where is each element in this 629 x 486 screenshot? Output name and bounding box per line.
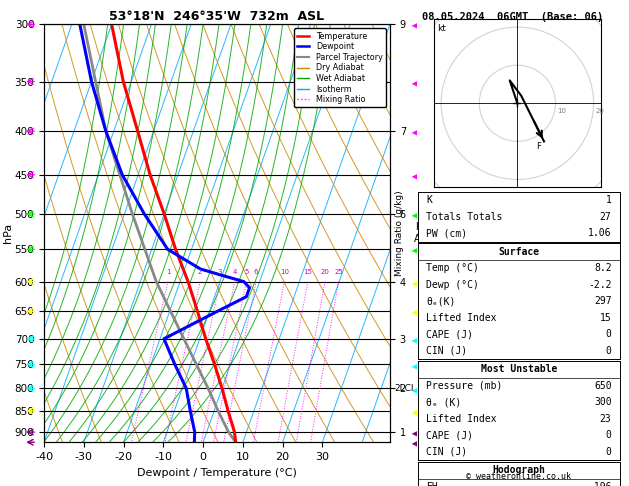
Text: 1: 1 (606, 195, 611, 205)
Text: CAPE (J): CAPE (J) (426, 330, 474, 339)
Text: θₑ(K): θₑ(K) (426, 296, 456, 306)
Text: 15: 15 (600, 313, 611, 323)
Text: Mixing Ratio (g/kg): Mixing Ratio (g/kg) (395, 191, 404, 276)
Text: 0: 0 (606, 431, 611, 440)
Text: ▶: ▶ (411, 439, 416, 445)
Text: Totals Totals: Totals Totals (426, 212, 503, 222)
Text: ▶: ▶ (411, 336, 416, 342)
Text: 1: 1 (165, 269, 170, 275)
Y-axis label: hPa: hPa (3, 223, 13, 243)
Text: 0: 0 (606, 330, 611, 339)
Text: Dewp (°C): Dewp (°C) (426, 280, 479, 290)
X-axis label: Dewpoint / Temperature (°C): Dewpoint / Temperature (°C) (137, 468, 297, 478)
Text: ▶: ▶ (411, 21, 416, 27)
Text: 1.06: 1.06 (588, 228, 611, 238)
Text: 297: 297 (594, 296, 611, 306)
Text: Temp (°C): Temp (°C) (426, 263, 479, 273)
Text: θₑ (K): θₑ (K) (426, 398, 462, 407)
Text: ▶: ▶ (411, 246, 416, 252)
Text: 10: 10 (280, 269, 289, 275)
Text: PW (cm): PW (cm) (426, 228, 467, 238)
Text: 650: 650 (594, 381, 611, 391)
Text: ▶: ▶ (411, 278, 416, 285)
Text: ▶: ▶ (411, 308, 416, 314)
Text: 2LCL: 2LCL (394, 384, 416, 393)
Text: ▶: ▶ (411, 172, 416, 178)
Text: ▶: ▶ (411, 211, 416, 217)
Text: 5: 5 (244, 269, 248, 275)
Text: 2: 2 (198, 269, 203, 275)
Text: ▶: ▶ (411, 429, 416, 435)
Text: CIN (J): CIN (J) (426, 346, 467, 356)
Text: 08.05.2024  06GMT  (Base: 06): 08.05.2024 06GMT (Base: 06) (422, 12, 603, 22)
Text: 6: 6 (254, 269, 259, 275)
Text: 25: 25 (334, 269, 343, 275)
Text: 15: 15 (303, 269, 312, 275)
Text: -2.2: -2.2 (588, 280, 611, 290)
Text: 20: 20 (321, 269, 330, 275)
Text: 8.2: 8.2 (594, 263, 611, 273)
Text: 27: 27 (600, 212, 611, 222)
Text: Hodograph: Hodograph (493, 466, 545, 475)
Text: -196: -196 (588, 482, 611, 486)
Text: ▶: ▶ (411, 128, 416, 134)
Text: F: F (537, 142, 542, 151)
Text: ▶: ▶ (411, 362, 416, 367)
Text: 0: 0 (606, 346, 611, 356)
Text: © weatheronline.co.uk: © weatheronline.co.uk (467, 472, 571, 481)
Text: 0: 0 (606, 447, 611, 457)
Text: 10: 10 (557, 108, 566, 114)
Text: 4: 4 (233, 269, 237, 275)
Y-axis label: km
ASL: km ASL (413, 223, 431, 244)
Text: CIN (J): CIN (J) (426, 447, 467, 457)
Text: kt: kt (437, 24, 446, 33)
Text: Pressure (mb): Pressure (mb) (426, 381, 503, 391)
Text: ▶: ▶ (411, 79, 416, 85)
Text: CAPE (J): CAPE (J) (426, 431, 474, 440)
Text: ▶: ▶ (411, 385, 416, 391)
Text: Lifted Index: Lifted Index (426, 414, 497, 424)
Text: 300: 300 (594, 398, 611, 407)
Text: 3: 3 (218, 269, 222, 275)
Text: Surface: Surface (498, 247, 540, 257)
Text: 23: 23 (600, 414, 611, 424)
Text: 20: 20 (596, 108, 604, 114)
Text: EH: EH (426, 482, 438, 486)
Text: Most Unstable: Most Unstable (481, 364, 557, 374)
Legend: Temperature, Dewpoint, Parcel Trajectory, Dry Adiabat, Wet Adiabat, Isotherm, Mi: Temperature, Dewpoint, Parcel Trajectory… (294, 28, 386, 107)
Text: Lifted Index: Lifted Index (426, 313, 497, 323)
Text: ▶: ▶ (411, 408, 416, 414)
Title: 53°18'N  246°35'W  732m  ASL: 53°18'N 246°35'W 732m ASL (109, 10, 325, 23)
Text: K: K (426, 195, 432, 205)
